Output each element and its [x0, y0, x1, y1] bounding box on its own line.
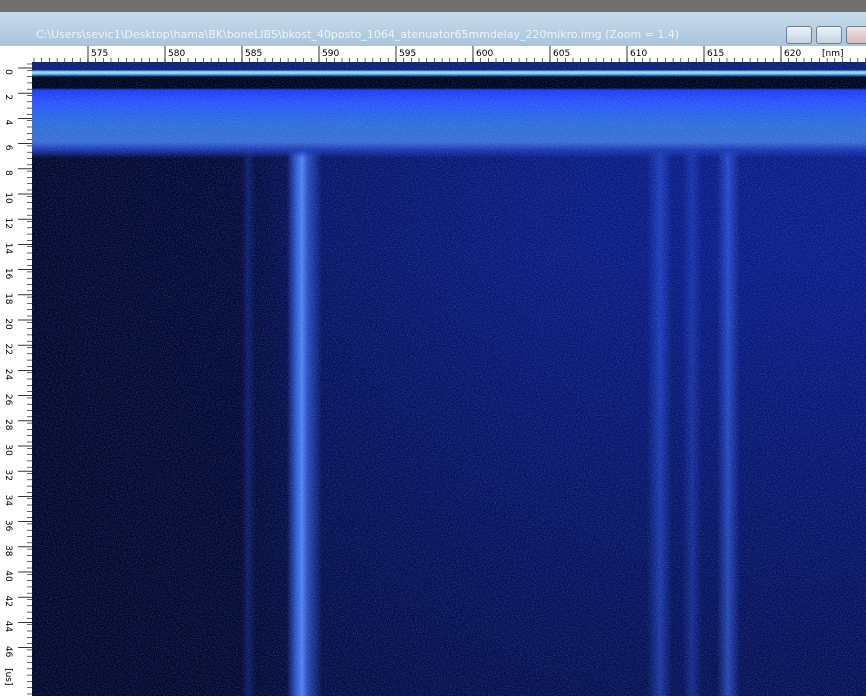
y-tick-label: 14	[3, 243, 13, 255]
x-tick-label: 580	[168, 49, 185, 59]
y-tick-label: 38	[3, 545, 13, 557]
x-ruler	[0, 46, 866, 62]
screen: C:\Users\sevic1\Desktop\hama\BK\boneLIBS…	[0, 0, 866, 696]
y-tick-label: 32	[3, 469, 13, 480]
y-tick-label: 12	[3, 217, 13, 228]
y-tick-label: 24	[3, 369, 13, 381]
x-tick-label: 605	[553, 49, 570, 59]
y-tick-label: 28	[3, 419, 13, 431]
x-tick-label: 610	[630, 49, 647, 59]
y-tick-label: 2	[3, 94, 13, 100]
y-tick-label: 4	[3, 120, 13, 126]
x-tick-label: 600	[476, 49, 493, 59]
y-tick-label: 8	[3, 170, 13, 176]
x-tick-label: 615	[707, 49, 724, 59]
y-tick-label: 34	[3, 495, 13, 507]
y-tick-label: 22	[3, 343, 13, 354]
y-tick-label: 6	[3, 145, 13, 151]
y-tick-label: 16	[3, 268, 13, 280]
x-tick-label: 575	[91, 49, 108, 59]
y-tick-label: 20	[3, 318, 13, 330]
y-tick-label: 10	[3, 192, 13, 204]
x-tick-label: 590	[322, 49, 339, 59]
y-tick-label: 36	[3, 520, 13, 532]
x-tick-label: 585	[245, 49, 262, 59]
x-tick-label: 595	[399, 49, 416, 59]
y-unit-label: [us]	[3, 668, 13, 685]
rulers: 575580585590595600605610615620[nm]024681…	[0, 0, 866, 696]
y-tick-label: 0	[3, 69, 13, 75]
y-tick-label: 40	[3, 570, 13, 582]
y-tick-label: 26	[3, 394, 13, 406]
y-tick-label: 18	[3, 293, 13, 305]
y-tick-label: 30	[3, 444, 13, 456]
x-tick-label: 620	[784, 49, 801, 59]
y-tick-label: 46	[3, 646, 13, 658]
y-tick-label: 42	[3, 595, 13, 606]
x-unit-label: [nm]	[822, 49, 844, 59]
y-tick-label: 44	[3, 621, 13, 633]
